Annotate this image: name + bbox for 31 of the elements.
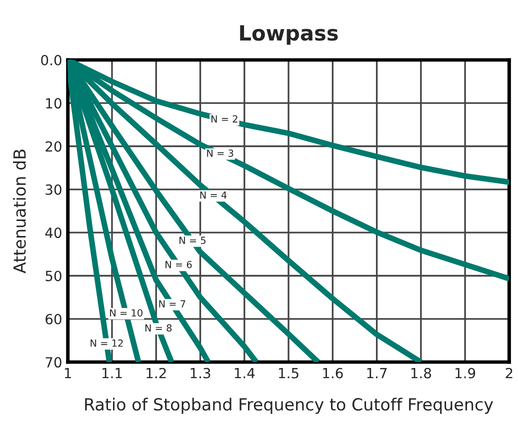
y-tick-label: 10 — [46, 98, 62, 109]
series-label: N = 2 — [211, 115, 238, 122]
x-tick-label: 2 — [506, 368, 512, 378]
y-tick-label: 60 — [46, 314, 62, 324]
x-axis-title: Ratio of Stopband Frequency to Cutoff Frequency — [85, 398, 494, 414]
x-tick-label: 1.4 — [234, 368, 255, 378]
x-tick-label: 1.9 — [456, 368, 476, 378]
x-tick-label: 1 — [64, 368, 71, 378]
x-tick-label: 1.6 — [323, 368, 343, 378]
x-tick-label: 1.8 — [411, 368, 432, 378]
x-tick-label: 1.5 — [279, 368, 298, 378]
series-label: N = 3 — [207, 149, 234, 157]
x-tick-label: 1.7 — [367, 368, 387, 378]
y-axis-title: Attenuation dB — [12, 150, 26, 274]
y-tick-label: 0.0 — [41, 54, 62, 66]
y-tick-label: 30 — [46, 184, 62, 195]
series-label: N = 10 — [110, 309, 142, 317]
x-tick-label: 1.1 — [102, 368, 122, 378]
series-label: N = 8 — [145, 324, 172, 332]
series-label: N = 6 — [166, 260, 192, 268]
x-tick-label: 1.2 — [146, 368, 166, 378]
y-tick-label: 70 — [46, 357, 62, 368]
x-tick-label: 1.3 — [190, 368, 210, 378]
chart-title: Lowpass — [240, 25, 338, 45]
series-label: N = 4 — [200, 191, 227, 199]
y-tick-label: 20 — [46, 141, 62, 152]
series-label: N = 12 — [90, 339, 123, 347]
y-tick-label: 50 — [46, 270, 62, 282]
series-label: N = 7 — [159, 300, 186, 308]
series-label: N = 5 — [180, 236, 206, 244]
y-tick-label: 40 — [45, 228, 62, 238]
